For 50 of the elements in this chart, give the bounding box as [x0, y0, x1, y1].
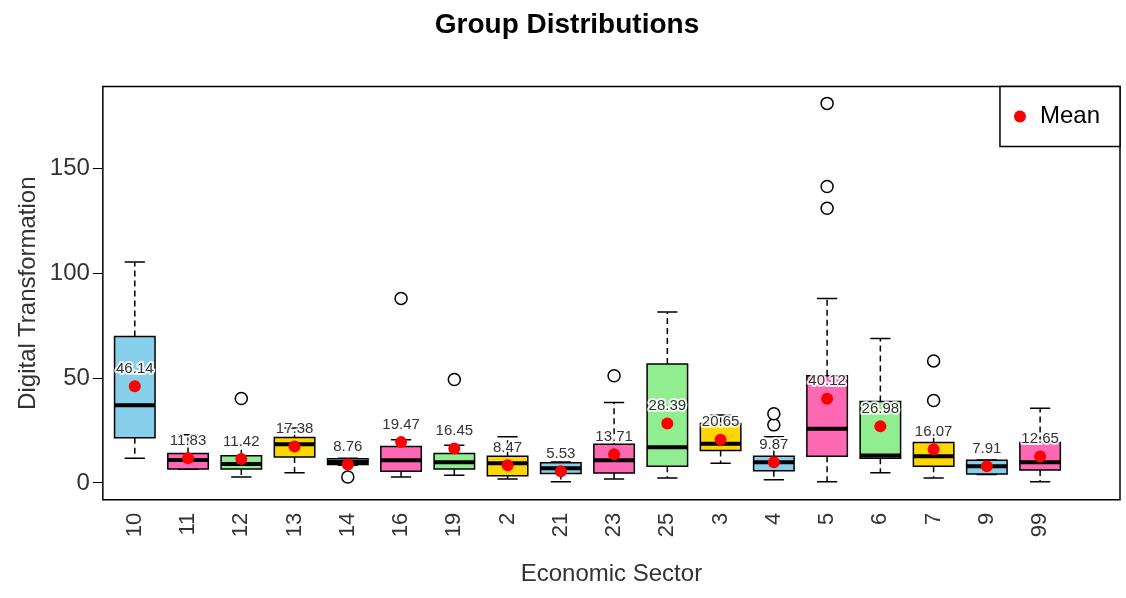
x-axis-title: Economic Sector	[520, 559, 703, 587]
y-tick-label: 0	[76, 467, 90, 495]
x-tick-label: 6	[866, 512, 892, 525]
point	[395, 436, 408, 449]
x-tick-label: 23	[600, 512, 626, 538]
point	[341, 458, 354, 471]
x-tick-label: 19	[440, 512, 466, 538]
x-tick-label: 11	[174, 512, 200, 536]
data-label: 12.65	[1021, 429, 1059, 447]
data-label: 19.47	[382, 414, 420, 432]
data-label: 11.42	[223, 431, 260, 449]
data-label: 16.45	[435, 421, 474, 439]
x-tick-label: 5	[813, 512, 839, 525]
y-tick-label: 100	[49, 257, 90, 285]
x-tick-label: 21	[546, 512, 572, 538]
point	[448, 442, 461, 455]
point	[874, 420, 887, 433]
x-tick-label: 10	[120, 512, 146, 538]
data-label: 9.87	[759, 434, 789, 452]
data-label: 17.38	[275, 419, 314, 437]
data-label: 26.98	[861, 399, 900, 417]
y-tick-label: 150	[49, 153, 90, 181]
data-label: 7.91	[972, 439, 1002, 457]
data-label: 46.14	[116, 358, 154, 376]
y-axis-title: Digital Transformation	[13, 176, 41, 410]
x-tick-label: 3	[706, 512, 732, 525]
x-tick-label: 7	[919, 512, 945, 525]
data-label: 13.71	[595, 426, 633, 444]
x-tick-label: 9	[972, 512, 998, 525]
x-tick-label: 25	[653, 512, 679, 538]
data-label: 16.07	[914, 421, 953, 439]
x-tick-label: 16	[387, 512, 413, 538]
y-tick-label: 50	[63, 362, 90, 390]
x-tick-label: 14	[333, 512, 359, 538]
data-label: 5.53	[546, 444, 576, 461]
data-label: 8.47	[492, 437, 523, 455]
x-tick-label: 2	[493, 512, 519, 525]
x-tick-label: 4	[759, 512, 785, 525]
point	[661, 417, 674, 430]
chart-title: Group Distributions	[434, 7, 700, 39]
data-label: 11.83	[169, 430, 207, 448]
legend-label: Mean	[1039, 101, 1101, 129]
point	[128, 380, 141, 393]
point	[554, 465, 567, 478]
data-label: 8.76	[333, 437, 363, 455]
point	[821, 392, 834, 405]
x-tick-label: 99	[1026, 512, 1052, 538]
x-tick-label: 12	[227, 512, 253, 538]
x-tick-label: 13	[280, 512, 306, 538]
data-label: 28.39	[648, 396, 687, 414]
